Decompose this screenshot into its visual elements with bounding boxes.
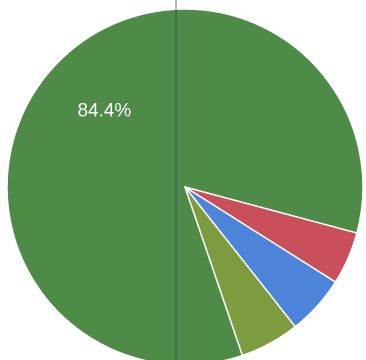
pie-slice-4 [184,186,297,357]
pie-labels: 84.4% [77,101,131,122]
pie-slice-label-1: 84.4% [77,101,131,122]
pie-slices [6,8,364,360]
pie-slice-1 [6,8,364,360]
